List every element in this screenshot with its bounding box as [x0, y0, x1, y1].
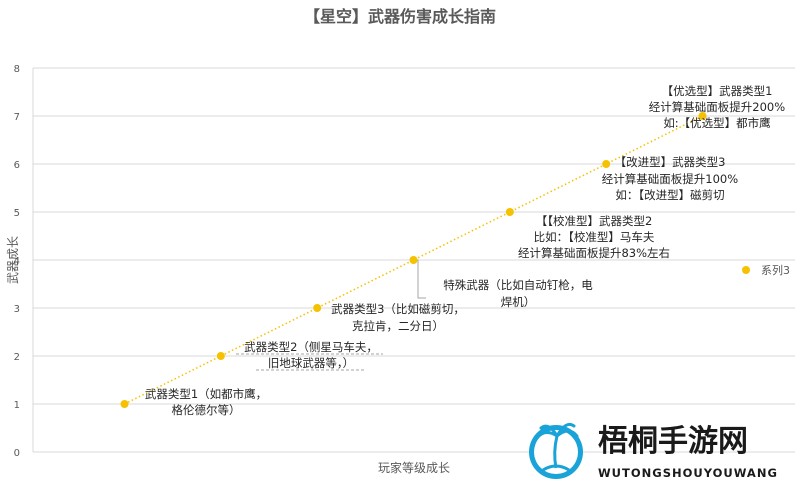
y-tick-label: 8	[14, 64, 20, 75]
data-point	[505, 208, 514, 216]
annotation-line: 经计算基础面板提升83%左右	[518, 246, 670, 260]
leader-line	[413, 259, 426, 299]
annotation-line: 【改进型】武器类型3	[615, 155, 726, 169]
palm-tree-logo-icon	[529, 422, 583, 479]
annotation-line: 焊机）	[501, 295, 536, 309]
annotation-line: 旧地球武器等，）	[268, 356, 354, 370]
y-axis-ticks: 0 1 2 3 4 5 6 7 8	[14, 64, 20, 459]
data-point	[698, 112, 707, 120]
annotation-line: 特殊武器（比如自动钉枪，电	[443, 278, 593, 292]
y-tick-label: 2	[14, 352, 20, 363]
annotation-line: 武器类型1（如都市鹰，	[145, 387, 267, 401]
annotation-line: 如:【优选型】都市鹰	[663, 116, 770, 130]
annotation-line: 【【校准型】武器类型2	[536, 214, 653, 228]
chart-title: 【星空】武器伤害成长指南	[304, 7, 496, 26]
legend-marker	[742, 266, 750, 274]
y-tick-label: 1	[14, 400, 20, 411]
x-axis-label: 玩家等级成长	[378, 460, 450, 475]
annotation-line: 格伦德尔等）	[172, 403, 241, 417]
data-point	[409, 256, 418, 264]
data-point	[216, 352, 225, 360]
watermark-title: 梧桐手游网	[598, 424, 748, 459]
y-tick-label: 5	[14, 208, 20, 219]
annotation-line: 武器类型2（侧星马车夫，	[244, 340, 378, 354]
y-axis-label: 武器成长	[6, 236, 20, 284]
annotation-line: 比如：【校准型】马车夫	[534, 230, 655, 244]
data-points	[120, 112, 707, 408]
y-tick-label: 4	[14, 256, 20, 267]
y-tick-label: 6	[14, 160, 20, 171]
legend-label: 系列3	[761, 263, 790, 277]
annotation-line: 经计算基础面板提升100%	[602, 172, 738, 186]
data-point	[120, 400, 129, 408]
y-tick-label: 3	[14, 304, 20, 315]
annotation-line: 武器类型3（比如磁剪切，	[331, 302, 465, 316]
data-point	[602, 160, 611, 168]
y-tick-label: 0	[14, 448, 20, 459]
watermark-subtitle: WUTONGSHOUYOUWANG	[598, 466, 778, 480]
annotation-line: 经计算基础面板提升200%	[649, 100, 785, 114]
annotation-line: 如：【改进型】磁剪切	[615, 188, 724, 202]
annotation-line: 克拉肯，二分日）	[352, 319, 444, 333]
data-point	[313, 304, 322, 312]
legend: 系列3	[742, 263, 790, 277]
y-tick-label: 7	[14, 112, 20, 123]
watermark: 梧桐手游网 WUTONGSHOUYOUWANG	[529, 422, 778, 480]
annotation-line: 【优选型】武器类型1	[662, 84, 773, 98]
annotations: 武器类型1（如都市鹰， 格伦德尔等） 武器类型2（侧星马车夫， 旧地球武器等，） 武器类…	[145, 84, 785, 417]
